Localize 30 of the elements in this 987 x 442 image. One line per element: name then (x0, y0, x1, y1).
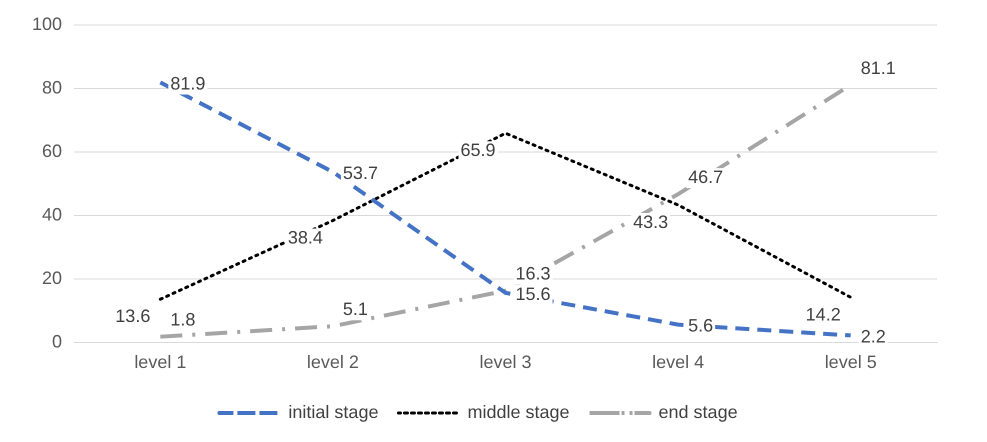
legend-label: end stage (658, 402, 738, 422)
x-tick-label: level 3 (480, 352, 532, 372)
data-label: 2.2 (860, 326, 886, 346)
data-label: 14.2 (806, 304, 841, 324)
data-label: 16.3 (516, 264, 551, 284)
y-tick-label: 40 (42, 204, 62, 224)
y-tick-label: 60 (42, 140, 62, 161)
data-label: 5.1 (342, 299, 368, 320)
data-label: 65.9 (460, 140, 496, 160)
y-tick-label: 80 (42, 77, 62, 98)
legend-label: initial stage (288, 402, 378, 422)
data-label: 38.4 (288, 227, 323, 248)
data-label: 81.9 (170, 73, 206, 94)
x-tick-label: level 4 (652, 352, 704, 372)
line-series (158, 132, 852, 301)
data-label: 13.6 (115, 306, 150, 326)
data-label: 43.3 (633, 212, 668, 232)
x-tick-label: level 5 (824, 352, 877, 372)
x-tick-label: level 2 (306, 352, 359, 372)
y-tick-label: 0 (52, 331, 62, 352)
data-label: 1.8 (170, 310, 196, 330)
data-label: 5.6 (688, 316, 714, 336)
y-tick-label: 100 (32, 14, 62, 34)
data-label: 46.7 (688, 167, 724, 188)
x-tick-label: level 1 (134, 352, 186, 372)
data-label: 15.6 (516, 284, 551, 304)
legend-label: middle stage (467, 402, 570, 422)
data-label: 53.7 (342, 162, 378, 183)
y-tick-label: 20 (42, 268, 62, 288)
data-label: 81.1 (860, 58, 896, 78)
